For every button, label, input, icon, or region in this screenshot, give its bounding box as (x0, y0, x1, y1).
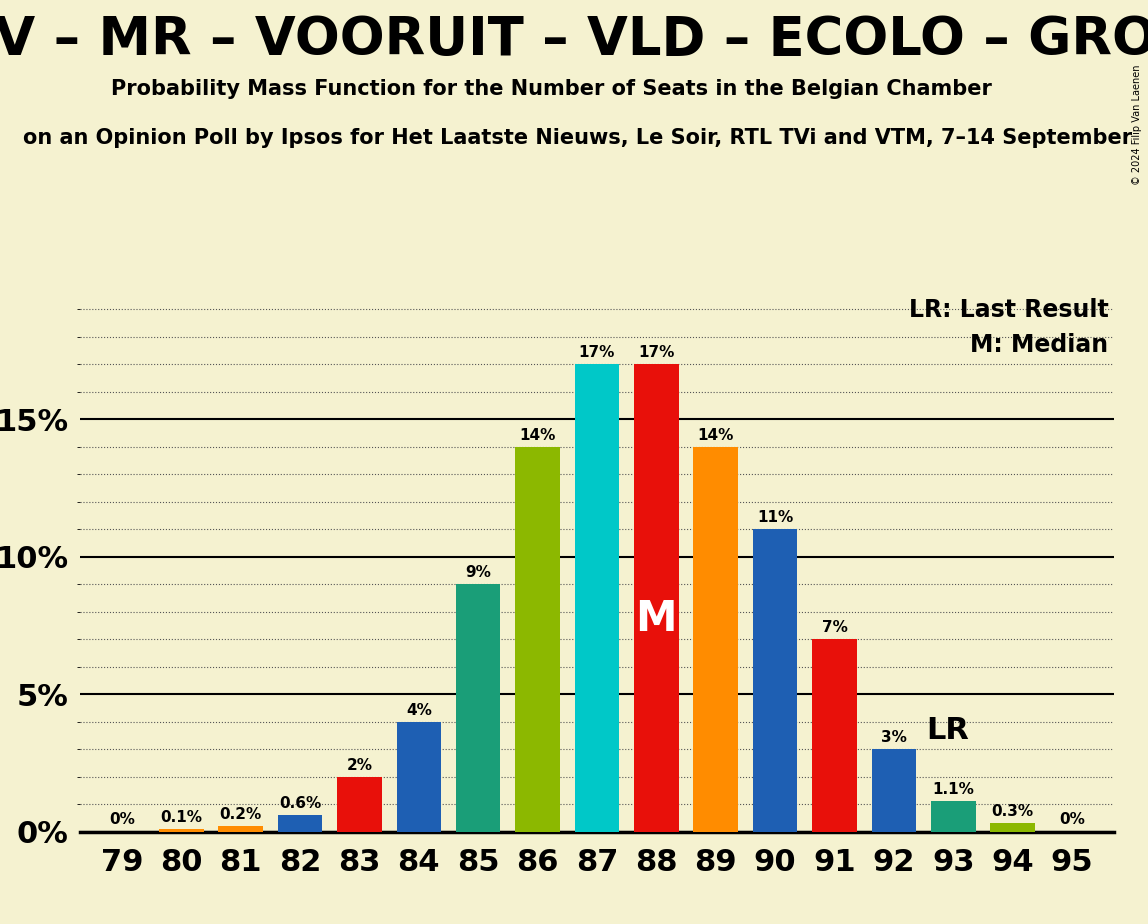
Text: 1.1%: 1.1% (932, 783, 975, 797)
Text: 7%: 7% (822, 620, 847, 635)
Text: 2%: 2% (347, 758, 372, 772)
Text: 9%: 9% (465, 565, 491, 580)
Text: 14%: 14% (519, 428, 556, 443)
Bar (338, 777, 382, 832)
Bar (931, 801, 976, 832)
Text: 0.6%: 0.6% (279, 796, 321, 811)
Bar (396, 722, 441, 832)
Text: M: M (636, 598, 677, 640)
Bar (575, 364, 619, 832)
Text: on an Opinion Poll by Ipsos for Het Laatste Nieuws, Le Soir, RTL TVi and VTM, 7–: on an Opinion Poll by Ipsos for Het Laat… (23, 128, 1132, 148)
Text: LR: LR (926, 716, 969, 745)
Text: – CD&V – MR – VOORUIT – VLD – ECOLO – GROEN –: – CD&V – MR – VOORUIT – VLD – ECOLO – GR… (0, 14, 1148, 66)
Bar (218, 826, 263, 832)
Text: 17%: 17% (579, 346, 615, 360)
Text: 0%: 0% (109, 812, 134, 828)
Bar (515, 447, 560, 832)
Bar (634, 364, 678, 832)
Text: 17%: 17% (638, 346, 675, 360)
Bar (160, 829, 203, 832)
Bar (278, 815, 323, 832)
Bar (693, 447, 738, 832)
Text: 0.2%: 0.2% (219, 807, 262, 822)
Text: 0.1%: 0.1% (161, 809, 202, 825)
Bar (753, 529, 798, 832)
Text: LR: Last Result: LR: Last Result (909, 298, 1108, 322)
Bar (813, 639, 856, 832)
Text: 14%: 14% (698, 428, 734, 443)
Text: 4%: 4% (406, 702, 432, 718)
Text: 3%: 3% (881, 730, 907, 745)
Bar (871, 749, 916, 832)
Text: M: Median: M: Median (970, 334, 1108, 358)
Text: 11%: 11% (757, 510, 793, 525)
Text: 0.3%: 0.3% (992, 804, 1033, 820)
Bar (456, 584, 501, 832)
Bar (991, 823, 1034, 832)
Text: Probability Mass Function for the Number of Seats in the Belgian Chamber: Probability Mass Function for the Number… (110, 79, 992, 99)
Text: 0%: 0% (1060, 812, 1085, 828)
Text: © 2024 Filip Van Laenen: © 2024 Filip Van Laenen (1132, 65, 1142, 185)
